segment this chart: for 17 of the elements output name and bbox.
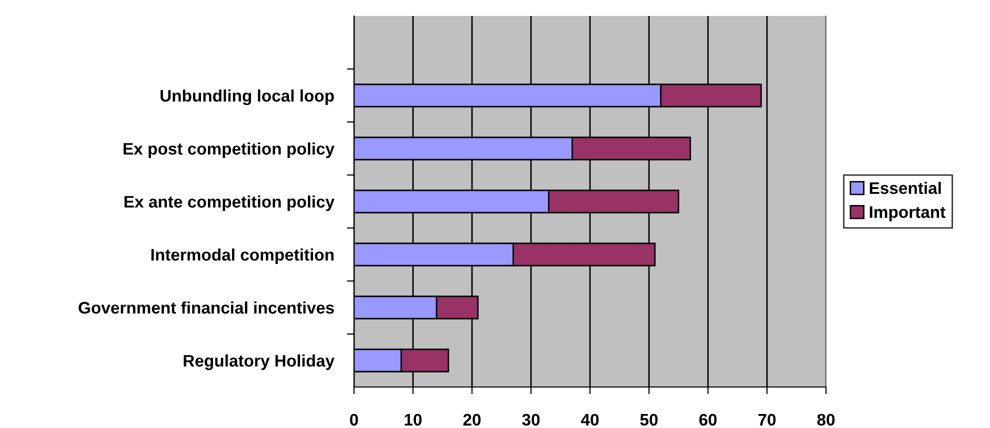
x-tick-label: 50 [640,414,658,426]
y-tick-label: Ex post competition policy [124,142,334,158]
y-tick-label: Intermodal competition [151,248,334,264]
x-tick-label: 10 [404,414,422,426]
legend-label: Important [870,206,946,222]
legend-label: Essential [870,182,941,194]
y-tick-label: Regulatory Holiday [184,354,334,370]
x-tick-label: 70 [758,414,776,426]
x-tick-label: 30 [522,414,540,426]
y-tick-label: Government financial incentives [78,301,334,314]
y-tick-label: Ex ante competition policy [124,195,334,211]
y-tick-label: Unbundling local loop [160,89,334,106]
x-tick-label: 0 [350,414,358,426]
x-tick-label: 80 [817,414,835,426]
x-tick-label: 20 [463,414,481,426]
x-tick-label: 60 [699,414,717,426]
x-tick-label: 40 [580,414,599,426]
